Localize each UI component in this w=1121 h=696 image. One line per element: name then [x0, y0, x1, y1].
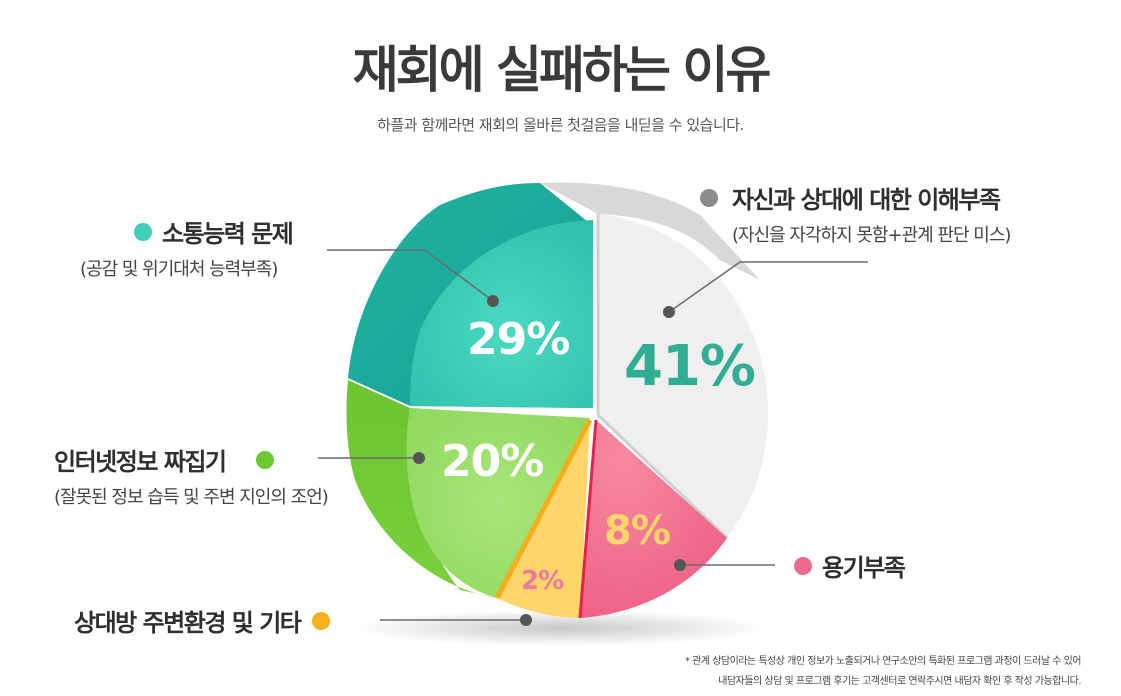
leader-lines — [318, 249, 868, 621]
callout-communication: 소통능력 문제 (공감 및 위기대처 능력부족) — [80, 214, 294, 281]
slice-self-other-rim — [540, 182, 760, 280]
page-subtitle: 하플과 함께라면 재회의 올바른 첫걸음을 내딛을 수 있습니다. — [377, 116, 744, 134]
callout-environment: 상대방 주변환경 및 기타 — [74, 603, 331, 638]
footnote: * 관계 상담이라는 특성상 개인 정보가 노출되거나 연구소만의 특화된 프로… — [684, 652, 1082, 692]
callout-self-other-desc: (자신을 자각하지 못함+관계 판단 미스) — [732, 225, 1011, 246]
slice-internet — [406, 408, 590, 598]
leader-dots — [413, 295, 686, 626]
callout-courage: 용기부족 — [794, 548, 906, 583]
callout-communication-desc: (공감 및 위기대처 능력부족) — [80, 259, 278, 280]
callout-internet: 인터넷정보 짜집기 (잘못된 정보 습득 및 주변 지인의 조언) — [54, 442, 329, 509]
percent-communication: 29% — [467, 314, 570, 365]
callout-self-other: 자신과 상대에 대한 이해부족 (자신을 자각하지 못함+관계 판단 미스) — [700, 180, 1011, 247]
legend-dot-grey — [700, 188, 718, 207]
callout-internet-title: 인터넷정보 짜집기 — [54, 448, 227, 476]
slice-internet-rim — [346, 380, 498, 598]
callout-self-other-title: 자신과 상대에 대한 이해부족 — [732, 186, 1001, 214]
percent-courage: 8% — [604, 508, 671, 554]
footnote-line-2: 내담자들의 상담 및 프로그램 후기는 고객센터로 연락주시면 내담자 확인 후… — [718, 676, 1081, 687]
percent-environment: 2% — [521, 566, 564, 596]
callout-courage-title: 용기부족 — [822, 554, 906, 582]
legend-dot-teal — [134, 222, 152, 241]
slice-communication — [410, 220, 593, 408]
footnote-line-1: * 관계 상담이라는 특성상 개인 정보가 노출되거나 연구소만의 특화된 프로… — [684, 656, 1082, 667]
page-title: 재회에 실패하는 이유 — [352, 41, 772, 99]
legend-dot-pink — [794, 556, 812, 575]
callout-internet-desc: (잘못된 정보 습득 및 주변 지인의 조언) — [54, 487, 329, 508]
percent-internet: 20% — [441, 436, 544, 487]
percent-self-other: 41% — [624, 334, 756, 399]
callout-communication-title: 소통능력 문제 — [162, 220, 294, 248]
slice-self-other — [598, 214, 769, 538]
pie-shadow — [350, 610, 770, 646]
legend-dot-yellow — [312, 611, 331, 630]
callout-environment-title: 상대방 주변환경 및 기타 — [74, 609, 302, 637]
slice-courage — [580, 420, 727, 618]
legend-dot-green — [255, 450, 274, 469]
